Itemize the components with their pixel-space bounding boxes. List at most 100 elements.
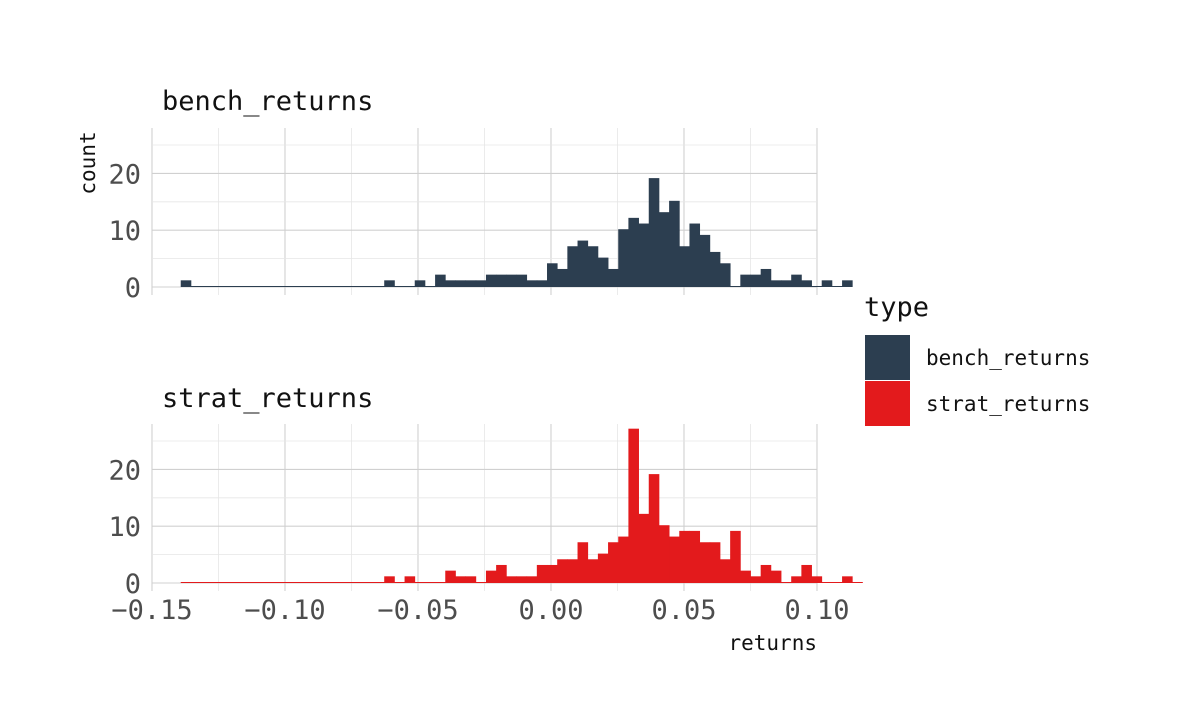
y-tick-label: 10 <box>108 216 141 247</box>
histogram-bar <box>485 570 497 583</box>
y-tick-label: 20 <box>108 455 141 486</box>
histogram-bar <box>190 286 202 287</box>
histogram-bar <box>781 280 792 287</box>
histogram-bar <box>811 576 823 583</box>
histogram-bar <box>241 582 253 583</box>
histogram-bar <box>669 536 680 583</box>
y-tick-label: 0 <box>125 569 141 600</box>
histogram-bar <box>201 582 212 583</box>
legend: type bench_returns strat_returns <box>864 292 1090 426</box>
histogram-bar <box>374 286 385 287</box>
x-tick-label: −0.05 <box>377 595 458 626</box>
histogram-bar <box>312 582 324 583</box>
histogram-bar <box>709 542 721 583</box>
histogram-bar <box>648 474 660 583</box>
histogram-bar <box>831 286 843 287</box>
histogram-bar <box>852 582 863 583</box>
histogram-bar <box>333 286 344 287</box>
histogram-bar <box>465 280 477 287</box>
histogram-bar <box>343 582 355 583</box>
histogram-bar <box>251 286 263 287</box>
histogram-bar <box>577 240 589 287</box>
histogram-bar <box>618 229 629 287</box>
histogram-bar <box>211 582 222 583</box>
histogram-bar <box>730 286 741 287</box>
histogram-bar <box>801 280 812 287</box>
facet-title: bench_returns <box>162 86 373 117</box>
histogram-bar <box>587 559 599 583</box>
histogram-bar <box>404 286 416 287</box>
histogram-bar <box>648 178 660 287</box>
histogram-bar <box>445 280 456 287</box>
histogram-bar <box>465 576 477 583</box>
legend-label: strat_returns <box>926 392 1090 416</box>
histogram-bar <box>719 263 731 287</box>
histogram-bar <box>628 428 639 583</box>
histogram-bar <box>363 582 375 583</box>
y-tick-label: 10 <box>108 512 141 543</box>
histogram-bar <box>374 582 385 583</box>
histogram-bar <box>353 582 365 583</box>
histogram-bar <box>302 582 314 583</box>
histogram-bar <box>831 582 843 583</box>
y-tick-label: 0 <box>125 273 141 304</box>
histogram-bar <box>485 274 497 287</box>
x-tick-label: 0.10 <box>784 595 849 626</box>
histogram-bar <box>516 274 528 287</box>
histogram-bar <box>506 576 517 583</box>
x-axis-title: returns <box>728 631 817 655</box>
histogram-bar <box>567 246 578 287</box>
histogram-bar <box>333 582 344 583</box>
histogram-bar <box>821 582 833 583</box>
facet-panel-strat_returns: 0 10 20 <box>108 424 863 600</box>
x-tick-label: −0.10 <box>244 595 325 626</box>
histogram-bar <box>750 274 762 287</box>
histogram-bar <box>231 286 243 287</box>
histogram-bar <box>282 286 294 287</box>
histogram-bar <box>424 286 436 287</box>
facet-title: strat_returns <box>162 383 373 414</box>
histogram-bar <box>221 286 233 287</box>
histogram-bar <box>435 274 446 287</box>
histogram-bar <box>699 234 711 287</box>
histogram-bar <box>455 576 467 583</box>
histogram-bar <box>292 286 304 287</box>
histogram-bar <box>821 280 833 287</box>
facet-panels: 0 10 20 0 10 20 <box>108 128 863 600</box>
histogram-bar <box>201 286 212 287</box>
histogram-bar <box>292 582 304 583</box>
histogram-bar <box>638 223 650 287</box>
histogram-bar <box>689 530 701 583</box>
facet-titles: bench_returns strat_returns <box>162 86 373 414</box>
histogram-bar <box>709 251 721 287</box>
histogram-bar <box>587 246 599 287</box>
histogram-bar <box>547 263 558 287</box>
histogram-bar <box>740 274 751 287</box>
histogram-bar <box>282 582 294 583</box>
histogram-bar <box>536 280 548 287</box>
histogram-bar <box>272 286 283 287</box>
histogram-bar <box>770 280 782 287</box>
histogram-bar <box>312 286 324 287</box>
histogram-bar <box>658 525 670 583</box>
histogram-bar <box>180 280 192 287</box>
histogram-bar <box>577 542 589 583</box>
histogram-bar <box>638 513 650 583</box>
histogram-bar <box>608 268 619 287</box>
histogram-bar <box>424 582 436 583</box>
legend-title: type <box>864 292 929 323</box>
histogram-bar <box>353 286 365 287</box>
histogram-bar <box>842 576 853 583</box>
legend-swatch <box>865 381 910 426</box>
histogram-bar <box>526 280 538 287</box>
histogram-bar <box>597 257 609 287</box>
histogram-bar <box>801 564 812 583</box>
histogram-bar <box>781 582 792 583</box>
histogram-bar <box>272 582 283 583</box>
histogram-bar <box>231 582 243 583</box>
legend-items: bench_returns strat_returns <box>865 335 1090 426</box>
histogram-bar <box>811 286 823 287</box>
y-axis-title: count <box>76 131 100 194</box>
histogram-bar <box>536 564 548 583</box>
